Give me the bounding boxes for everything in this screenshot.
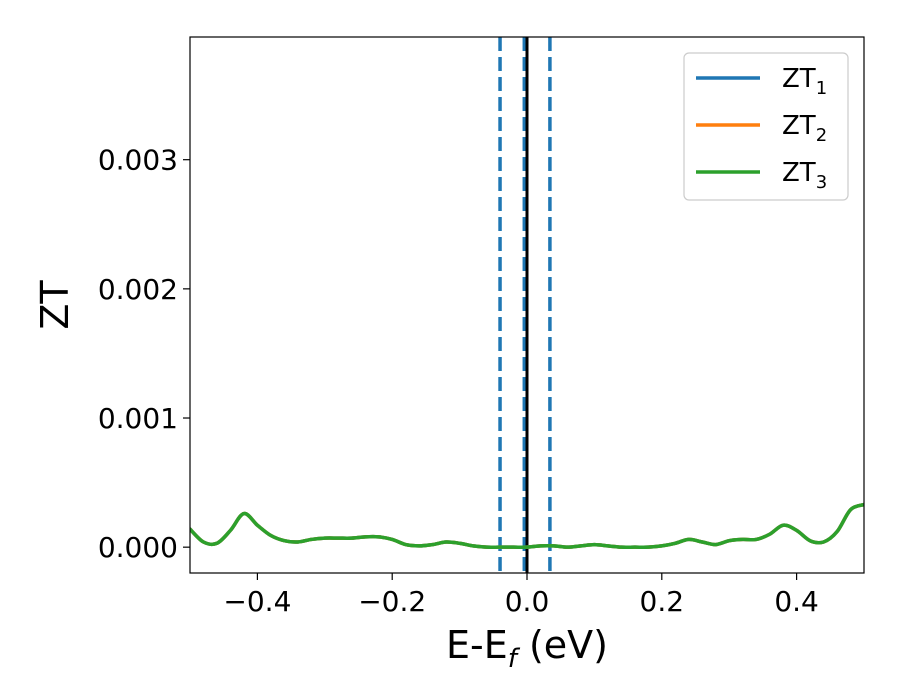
y-axis-ticks: 0.000 0.001 0.002 0.003 <box>98 144 190 564</box>
y-axis-title: ZT <box>33 280 77 330</box>
y-tick-label: 0.000 <box>98 531 178 564</box>
y-tick-label: 0.002 <box>98 273 178 306</box>
series-line-zt3 <box>190 502 864 550</box>
x-axis-title-unit: (eV) <box>517 623 608 667</box>
x-axis-title-main: E-E <box>446 623 508 667</box>
y-tick-label: 0.003 <box>98 144 178 177</box>
plot-content <box>190 37 864 573</box>
legend-label: ZT2 <box>782 111 827 146</box>
y-tick-label: 0.001 <box>98 402 178 435</box>
legend-box <box>683 52 849 201</box>
legend: ZT1 ZT2 ZT3 <box>683 52 849 201</box>
x-tick-label: 0.0 <box>505 585 550 618</box>
x-tick-label: −0.2 <box>358 585 426 618</box>
x-tick-label: 0.4 <box>774 585 819 618</box>
x-tick-label: −0.4 <box>223 585 291 618</box>
legend-label: ZT1 <box>782 64 827 99</box>
x-axis-ticks: −0.4 −0.2 0.0 0.2 0.4 <box>223 573 819 618</box>
x-axis-title: E-Ef (eV) <box>446 623 608 674</box>
legend-label: ZT3 <box>782 158 827 193</box>
x-tick-label: 0.2 <box>640 585 685 618</box>
